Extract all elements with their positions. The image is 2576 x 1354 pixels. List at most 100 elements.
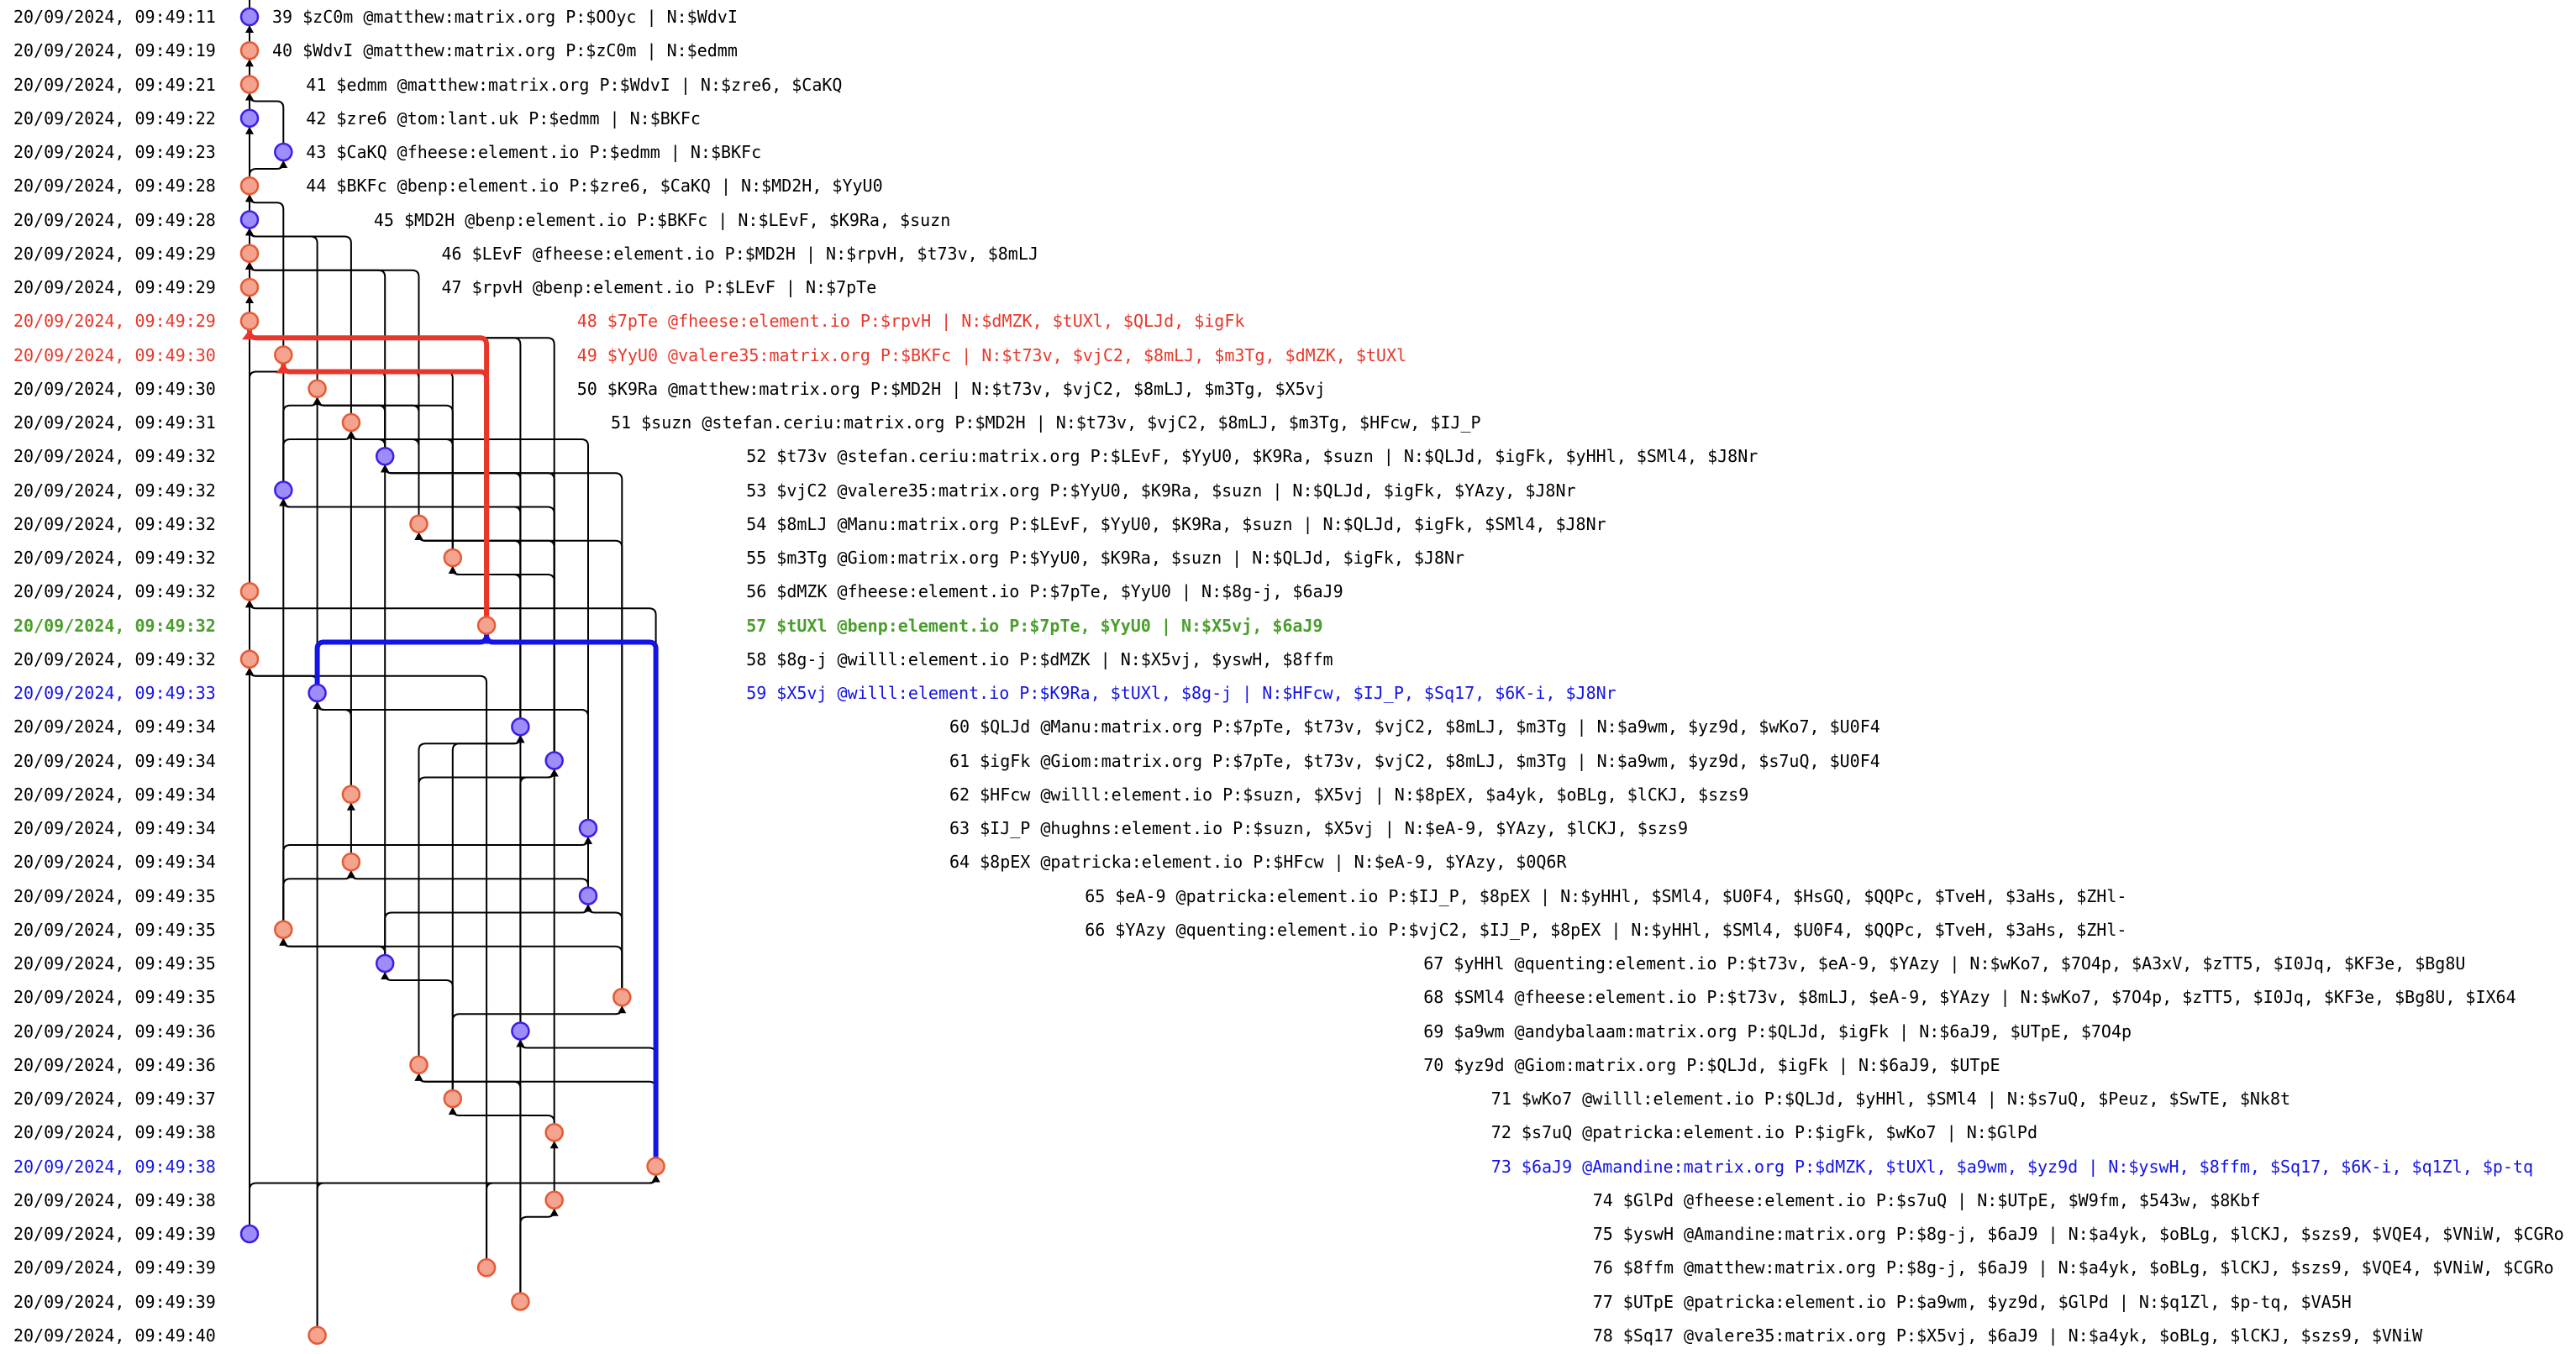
arrowhead-icon bbox=[313, 701, 322, 709]
event-node[interactable] bbox=[274, 480, 293, 500]
event-summary[interactable]: 64 $8pEX @patricka:element.io P:$HFcw | … bbox=[949, 852, 1567, 873]
event-timestamp: 20/09/2024, 09:49:34 bbox=[13, 750, 216, 771]
event-summary[interactable]: 62 $HFcw @willl:element.io P:$suzn, $X5v… bbox=[949, 784, 1749, 805]
event-summary[interactable]: 76 $8ffm @matthew:matrix.org P:$8g-j, $6… bbox=[1592, 1257, 2554, 1278]
event-summary[interactable]: 78 $Sq17 @valere35:matrix.org P:$X5vj, $… bbox=[1592, 1325, 2423, 1346]
event-node[interactable] bbox=[341, 785, 361, 804]
event-summary[interactable]: 65 $eA-9 @patricka:element.io P:$IJ_P, $… bbox=[1085, 885, 2127, 906]
event-summary[interactable]: 75 $yswH @Amandine:matrix.org P:$8g-j, $… bbox=[1592, 1224, 2564, 1244]
event-node[interactable] bbox=[239, 7, 260, 27]
event-summary[interactable]: 70 $yz9d @Giom:matrix.org P:$QLJd, $igFk… bbox=[1423, 1054, 2000, 1075]
event-summary[interactable]: 41 $edmm @matthew:matrix.org P:$WdvI | N… bbox=[306, 74, 843, 95]
arrowhead-icon bbox=[414, 1073, 423, 1081]
event-summary[interactable]: 69 $a9wm @andybalaam:matrix.org P:$QLJd,… bbox=[1423, 1021, 2132, 1042]
event-node[interactable] bbox=[239, 277, 260, 297]
event-node[interactable] bbox=[476, 616, 497, 635]
edge bbox=[519, 1039, 657, 1158]
event-summary[interactable]: 47 $rpvH @benp:element.io P:$LEvF | N:$7… bbox=[441, 277, 877, 297]
arrowhead-icon bbox=[346, 870, 355, 879]
event-summary[interactable]: 63 $IJ_P @hughns:element.io P:$suzn, $X5… bbox=[949, 818, 1688, 838]
event-summary[interactable]: 74 $GlPd @fheese:element.io P:$s7uQ | N:… bbox=[1592, 1189, 2261, 1210]
event-node[interactable] bbox=[308, 379, 327, 398]
event-node[interactable] bbox=[274, 345, 293, 365]
event-node[interactable] bbox=[239, 210, 260, 229]
event-summary[interactable]: 72 $s7uQ @patricka:element.io P:$igFk, $… bbox=[1490, 1122, 2038, 1143]
event-node[interactable] bbox=[443, 1089, 463, 1109]
event-timestamp: 20/09/2024, 09:49:40 bbox=[13, 1325, 216, 1346]
event-node[interactable] bbox=[511, 1292, 530, 1311]
event-timestamp: 20/09/2024, 09:49:29 bbox=[13, 311, 216, 332]
event-summary[interactable]: 66 $YAzy @quenting:element.io P:$vjC2, $… bbox=[1085, 919, 2127, 940]
event-summary[interactable]: 52 $t73v @stefan.ceriu:matrix.org P:$LEv… bbox=[746, 446, 1759, 467]
event-node[interactable] bbox=[308, 683, 327, 703]
event-summary[interactable]: 60 $QLJd @Manu:matrix.org P:$7pTe, $t73v… bbox=[949, 716, 1880, 737]
event-summary[interactable]: 49 $YyU0 @valere35:matrix.org P:$BKFc | … bbox=[576, 344, 1407, 365]
arrowhead-icon bbox=[414, 532, 423, 540]
event-summary[interactable]: 48 $7pTe @fheese:element.io P:$rpvH | N:… bbox=[576, 311, 1245, 332]
event-node[interactable] bbox=[578, 818, 598, 838]
event-summary[interactable]: 73 $6aJ9 @Amandine:matrix.org P:$dMZK, $… bbox=[1490, 1156, 2534, 1177]
event-node[interactable] bbox=[511, 1021, 530, 1041]
event-summary[interactable]: 45 $MD2H @benp:element.io P:$BKFc | N:$L… bbox=[373, 209, 951, 230]
event-timestamp: 20/09/2024, 09:49:34 bbox=[13, 852, 216, 873]
event-node[interactable] bbox=[578, 886, 598, 905]
event-summary[interactable]: 67 $yHHl @quenting:element.io P:$t73v, $… bbox=[1423, 953, 2466, 974]
event-node[interactable] bbox=[409, 1055, 428, 1074]
event-node[interactable] bbox=[239, 176, 260, 196]
event-summary[interactable]: 59 $X5vj @willl:element.io P:$K9Ra, $tUX… bbox=[746, 683, 1617, 703]
event-summary[interactable]: 56 $dMZK @fheese:element.io P:$7pTe, $Yy… bbox=[746, 581, 1343, 602]
event-node[interactable] bbox=[511, 717, 530, 737]
arrowhead-icon bbox=[346, 431, 355, 438]
event-summary[interactable]: 53 $vjC2 @valere35:matrix.org P:$YyU0, $… bbox=[746, 480, 1576, 501]
event-summary[interactable]: 77 $UTpE @patricka:element.io P:$a9wm, $… bbox=[1592, 1291, 2352, 1312]
event-summary[interactable]: 43 $CaKQ @fheese:element.io P:$edmm | N:… bbox=[306, 142, 762, 162]
event-node[interactable] bbox=[375, 447, 395, 466]
arrowhead-icon bbox=[276, 363, 292, 374]
event-summary[interactable]: 55 $m3Tg @Giom:matrix.org P:$YyU0, $K9Ra… bbox=[746, 548, 1465, 568]
event-node[interactable] bbox=[239, 41, 260, 60]
event-node[interactable] bbox=[409, 514, 428, 533]
event-summary[interactable]: 68 $SMl4 @fheese:element.io P:$t73v, $8m… bbox=[1423, 987, 2516, 1008]
event-node[interactable] bbox=[239, 108, 260, 128]
event-node[interactable] bbox=[239, 244, 260, 263]
edge bbox=[350, 431, 454, 549]
event-summary[interactable]: 50 $K9Ra @matthew:matrix.org P:$MD2H | N… bbox=[576, 378, 1326, 399]
event-node[interactable] bbox=[274, 142, 293, 162]
event-summary[interactable]: 51 $suzn @stefan.ceriu:matrix.org P:$MD2… bbox=[611, 412, 1481, 433]
event-summary[interactable]: 44 $BKFc @benp:element.io P:$zre6, $CaKQ… bbox=[306, 176, 883, 197]
event-node[interactable] bbox=[443, 548, 463, 568]
event-node[interactable] bbox=[476, 1258, 497, 1278]
edge bbox=[519, 1208, 555, 1294]
event-summary[interactable]: 54 $8mLJ @Manu:matrix.org P:$LEvF, $YyU0… bbox=[746, 513, 1606, 534]
event-node[interactable] bbox=[544, 751, 564, 770]
event-node[interactable] bbox=[239, 1224, 260, 1244]
event-summary[interactable]: 39 $zC0m @matthew:matrix.org P:$OOyc | N… bbox=[272, 7, 738, 27]
event-node[interactable] bbox=[239, 75, 260, 94]
arrowhead-icon bbox=[245, 296, 254, 303]
event-node[interactable] bbox=[274, 920, 293, 939]
event-summary[interactable]: 42 $zre6 @tom:lant.uk P:$edmm | N:$BKFc bbox=[306, 108, 701, 129]
event-summary[interactable]: 61 $igFk @Giom:matrix.org P:$7pTe, $t73v… bbox=[949, 750, 1880, 771]
arrowhead-icon bbox=[313, 396, 322, 405]
event-node[interactable] bbox=[612, 988, 632, 1007]
event-node[interactable] bbox=[341, 853, 361, 872]
event-node[interactable] bbox=[308, 1325, 327, 1345]
event-timestamp: 20/09/2024, 09:49:11 bbox=[13, 7, 216, 27]
event-node[interactable] bbox=[544, 1123, 564, 1142]
event-node[interactable] bbox=[544, 1190, 564, 1210]
event-node[interactable] bbox=[341, 412, 361, 433]
edge bbox=[451, 1107, 555, 1125]
event-summary[interactable]: 58 $8g-j @willl:element.io P:$dMZK | N:$… bbox=[746, 648, 1333, 669]
event-summary[interactable]: 57 $tUXl @benp:element.io P:$7pTe, $YyU0… bbox=[746, 615, 1323, 636]
event-summary[interactable]: 46 $LEvF @fheese:element.io P:$MD2H | N:… bbox=[441, 243, 1038, 264]
event-summary[interactable]: 71 $wKo7 @willl:element.io P:$QLJd, $yHH… bbox=[1490, 1089, 2291, 1109]
event-node[interactable] bbox=[239, 312, 260, 331]
event-node[interactable] bbox=[375, 953, 395, 974]
event-node[interactable] bbox=[239, 582, 260, 601]
event-summary[interactable]: 40 $WdvI @matthew:matrix.org P:$zC0m | N… bbox=[272, 40, 738, 61]
arrowhead-icon bbox=[549, 1141, 559, 1149]
event-node[interactable] bbox=[239, 649, 260, 669]
event-timestamp: 20/09/2024, 09:49:28 bbox=[13, 176, 216, 197]
event-node[interactable] bbox=[646, 1157, 665, 1176]
